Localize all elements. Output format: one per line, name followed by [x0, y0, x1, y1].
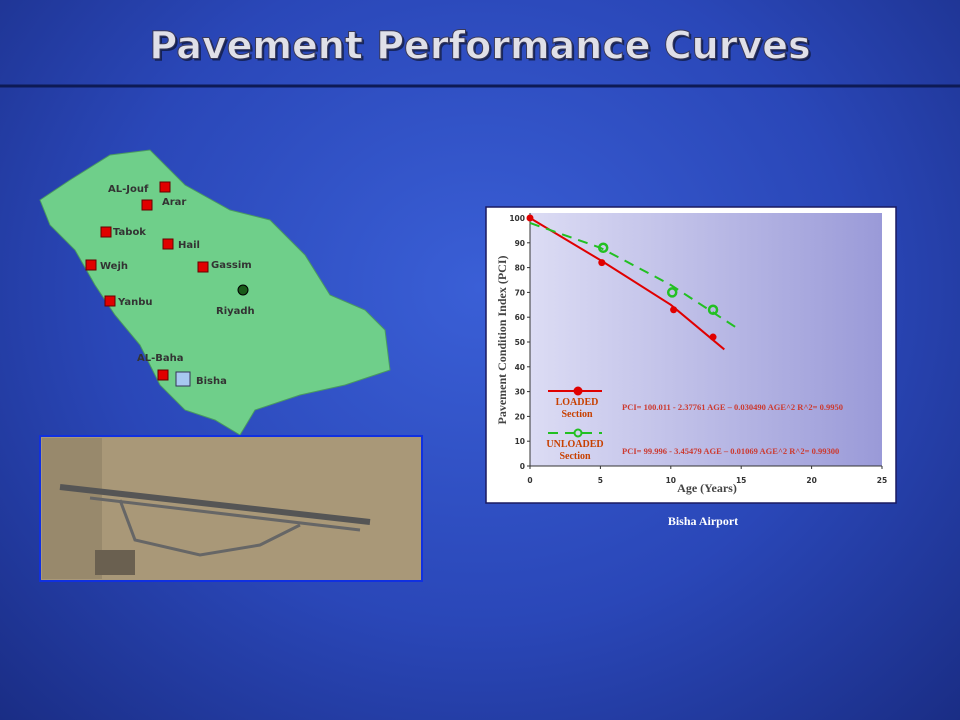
taxiway: [89, 496, 361, 532]
city-marker: [157, 369, 169, 381]
equation: PCI= 99.996 - 3.45479 AGE – 0.01069 AGE^…: [622, 446, 839, 456]
city-label: Bisha: [196, 376, 227, 387]
city-marker: [100, 226, 112, 238]
point: [670, 306, 678, 314]
point: [666, 287, 678, 298]
city-label: Riyadh: [216, 306, 255, 317]
y-tick-label: 10: [515, 437, 525, 446]
x-tick-label: 0: [527, 476, 532, 485]
legend-label: UNLOADED Section: [546, 439, 604, 462]
y-tick-label: 80: [515, 264, 525, 273]
city-marker: [104, 295, 116, 307]
y-tick-label: 90: [515, 239, 525, 248]
taxiway: [118, 499, 301, 557]
x-tick-label: 10: [666, 476, 676, 485]
satellite-image: [39, 435, 423, 582]
y-axis-label: Pavement Condition Index (PCI): [495, 255, 509, 424]
x-tick-label: 20: [806, 476, 816, 485]
legend-label: LOADED Section: [555, 397, 599, 420]
map-region: [39, 149, 391, 436]
y-tick-label: 60: [515, 313, 525, 322]
y-tick-label: 70: [515, 288, 525, 297]
city-label: AL-Baha: [137, 353, 184, 364]
plot-area: [530, 213, 882, 466]
y-tick-label: 20: [515, 412, 525, 421]
runway: [59, 484, 371, 525]
point: [598, 259, 606, 267]
city-label: Yanbu: [117, 297, 152, 308]
equation: PCI= 100.011 - 2.37761 AGE – 0.030490 AG…: [622, 402, 843, 412]
y-tick-label: 0: [520, 462, 525, 471]
city-label: Tabok: [113, 227, 146, 238]
city-marker: [85, 259, 97, 271]
city-marker: [175, 371, 191, 387]
city-marker: [162, 238, 174, 250]
city-marker: [197, 261, 209, 273]
city-markers: [85, 181, 249, 387]
x-tick-label: 25: [877, 476, 887, 485]
x-tick-label: 15: [736, 476, 746, 485]
y-tick-label: 30: [515, 388, 525, 397]
city-label: AL-Jouf: [108, 184, 149, 195]
terrain: [42, 438, 102, 579]
point: [709, 333, 717, 341]
legend-swatch: [573, 386, 583, 396]
y-tick-label: 50: [515, 338, 525, 347]
capital-marker: [237, 284, 249, 296]
x-axis-label: Age (Years): [677, 481, 737, 495]
apron: [95, 550, 135, 575]
y-tick-label: 40: [515, 363, 525, 372]
y-tick-label: 100: [509, 214, 525, 223]
legend-swatch: [573, 428, 583, 438]
point: [526, 214, 534, 222]
point: [597, 242, 609, 254]
city-marker: [141, 199, 153, 211]
city-label: Arar: [162, 197, 186, 208]
city-label: Wejh: [100, 261, 128, 272]
city-marker: [159, 181, 171, 193]
city-label: Hail: [178, 240, 200, 251]
x-tick-label: 5: [598, 476, 603, 485]
title: Pavement Performance Curves: [149, 24, 810, 68]
point: [707, 304, 719, 316]
title-shadow: Pavement Performance Curves: [151, 26, 812, 70]
chart-caption: Bisha Airport: [668, 514, 738, 528]
series-line: [529, 217, 725, 351]
series-line: [529, 222, 737, 328]
city-label: Gassim: [211, 260, 252, 271]
